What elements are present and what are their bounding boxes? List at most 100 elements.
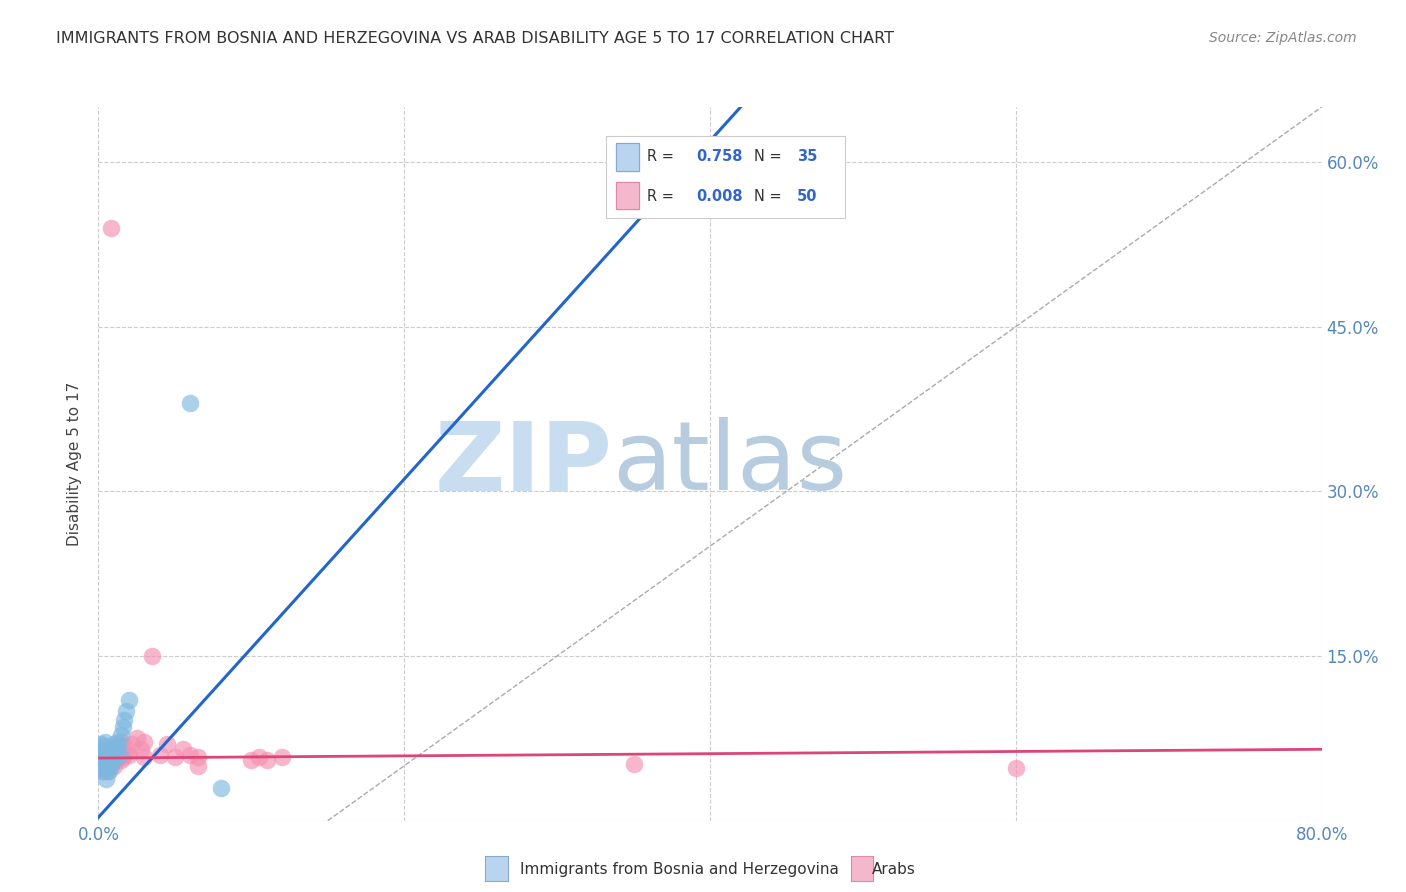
Point — [108, 739, 131, 753]
Point — [110, 753, 132, 767]
Point — [112, 739, 135, 753]
Bar — [616, 182, 640, 210]
Text: IMMIGRANTS FROM BOSNIA AND HERZEGOVINA VS ARAB DISABILITY AGE 5 TO 17 CORRELATIO: IMMIGRANTS FROM BOSNIA AND HERZEGOVINA V… — [56, 31, 894, 46]
Point — [103, 758, 125, 772]
Point — [94, 747, 117, 762]
Point — [108, 747, 131, 762]
Point — [101, 750, 124, 764]
Text: 50: 50 — [797, 189, 817, 203]
Point — [179, 747, 201, 762]
Point — [94, 761, 117, 775]
Bar — [616, 182, 640, 210]
Point — [97, 750, 120, 764]
Point — [256, 753, 278, 767]
Point — [98, 758, 121, 772]
Text: Arabs: Arabs — [872, 863, 915, 877]
Bar — [616, 143, 640, 171]
Point — [89, 753, 111, 767]
Point — [110, 728, 132, 742]
Point — [91, 750, 114, 764]
Point — [179, 396, 201, 410]
Point — [103, 737, 125, 751]
Point — [101, 753, 124, 767]
Point — [91, 756, 114, 771]
Text: R =: R = — [647, 189, 678, 203]
Point — [90, 750, 112, 764]
Point — [105, 753, 128, 767]
Text: 0.008: 0.008 — [697, 189, 744, 203]
Point — [118, 747, 141, 762]
Point — [121, 737, 143, 751]
Text: N =: N = — [754, 150, 786, 164]
Point — [149, 747, 172, 762]
Point — [209, 780, 232, 795]
Point — [187, 750, 209, 764]
Point — [89, 753, 111, 767]
Point — [89, 761, 111, 775]
Text: 0.758: 0.758 — [697, 150, 744, 164]
Point — [105, 734, 128, 748]
Point — [100, 742, 122, 756]
Point — [104, 742, 127, 756]
Point — [103, 753, 125, 767]
Point — [91, 764, 114, 779]
Point — [91, 739, 114, 753]
Point — [1004, 761, 1026, 775]
Text: N =: N = — [754, 189, 786, 203]
Point — [163, 750, 186, 764]
Y-axis label: Disability Age 5 to 17: Disability Age 5 to 17 — [67, 382, 83, 546]
Point — [91, 753, 114, 767]
Text: ZIP: ZIP — [434, 417, 612, 510]
Point — [115, 746, 138, 760]
Text: Source: ZipAtlas.com: Source: ZipAtlas.com — [1209, 31, 1357, 45]
Point — [90, 747, 112, 762]
Point — [107, 739, 129, 753]
Point — [98, 764, 121, 779]
Point — [111, 720, 134, 734]
Point — [103, 747, 125, 762]
Point — [247, 750, 270, 764]
Point — [90, 737, 112, 751]
Text: Immigrants from Bosnia and Herzegovina: Immigrants from Bosnia and Herzegovina — [520, 863, 839, 877]
Point — [187, 758, 209, 772]
Point — [91, 746, 114, 760]
Point — [94, 750, 117, 764]
Point — [98, 753, 121, 767]
Point — [125, 731, 148, 746]
Point — [97, 758, 120, 772]
Point — [100, 746, 122, 760]
Point — [93, 734, 115, 748]
Point — [118, 693, 141, 707]
Bar — [616, 143, 640, 171]
Point — [270, 750, 292, 764]
Point — [115, 704, 138, 718]
Point — [100, 220, 122, 235]
Point — [89, 742, 111, 756]
Point — [172, 742, 194, 756]
Point — [129, 742, 152, 756]
Point — [90, 758, 112, 772]
Point — [240, 753, 263, 767]
Point — [94, 772, 117, 786]
Point — [97, 747, 120, 762]
Point — [93, 756, 115, 771]
Point — [100, 758, 122, 772]
Point — [93, 746, 115, 760]
Point — [107, 750, 129, 764]
Point — [90, 747, 112, 762]
Point — [141, 648, 163, 663]
Point — [623, 756, 645, 771]
Point — [111, 750, 134, 764]
Point — [98, 753, 121, 767]
Point — [134, 750, 156, 764]
Point — [134, 734, 156, 748]
Point — [110, 734, 132, 748]
Point — [104, 742, 127, 756]
Text: atlas: atlas — [612, 417, 848, 510]
Point — [112, 713, 135, 727]
Point — [90, 758, 112, 772]
Point — [91, 764, 114, 779]
Point — [93, 753, 115, 767]
Text: 35: 35 — [797, 150, 817, 164]
Point — [156, 737, 179, 751]
